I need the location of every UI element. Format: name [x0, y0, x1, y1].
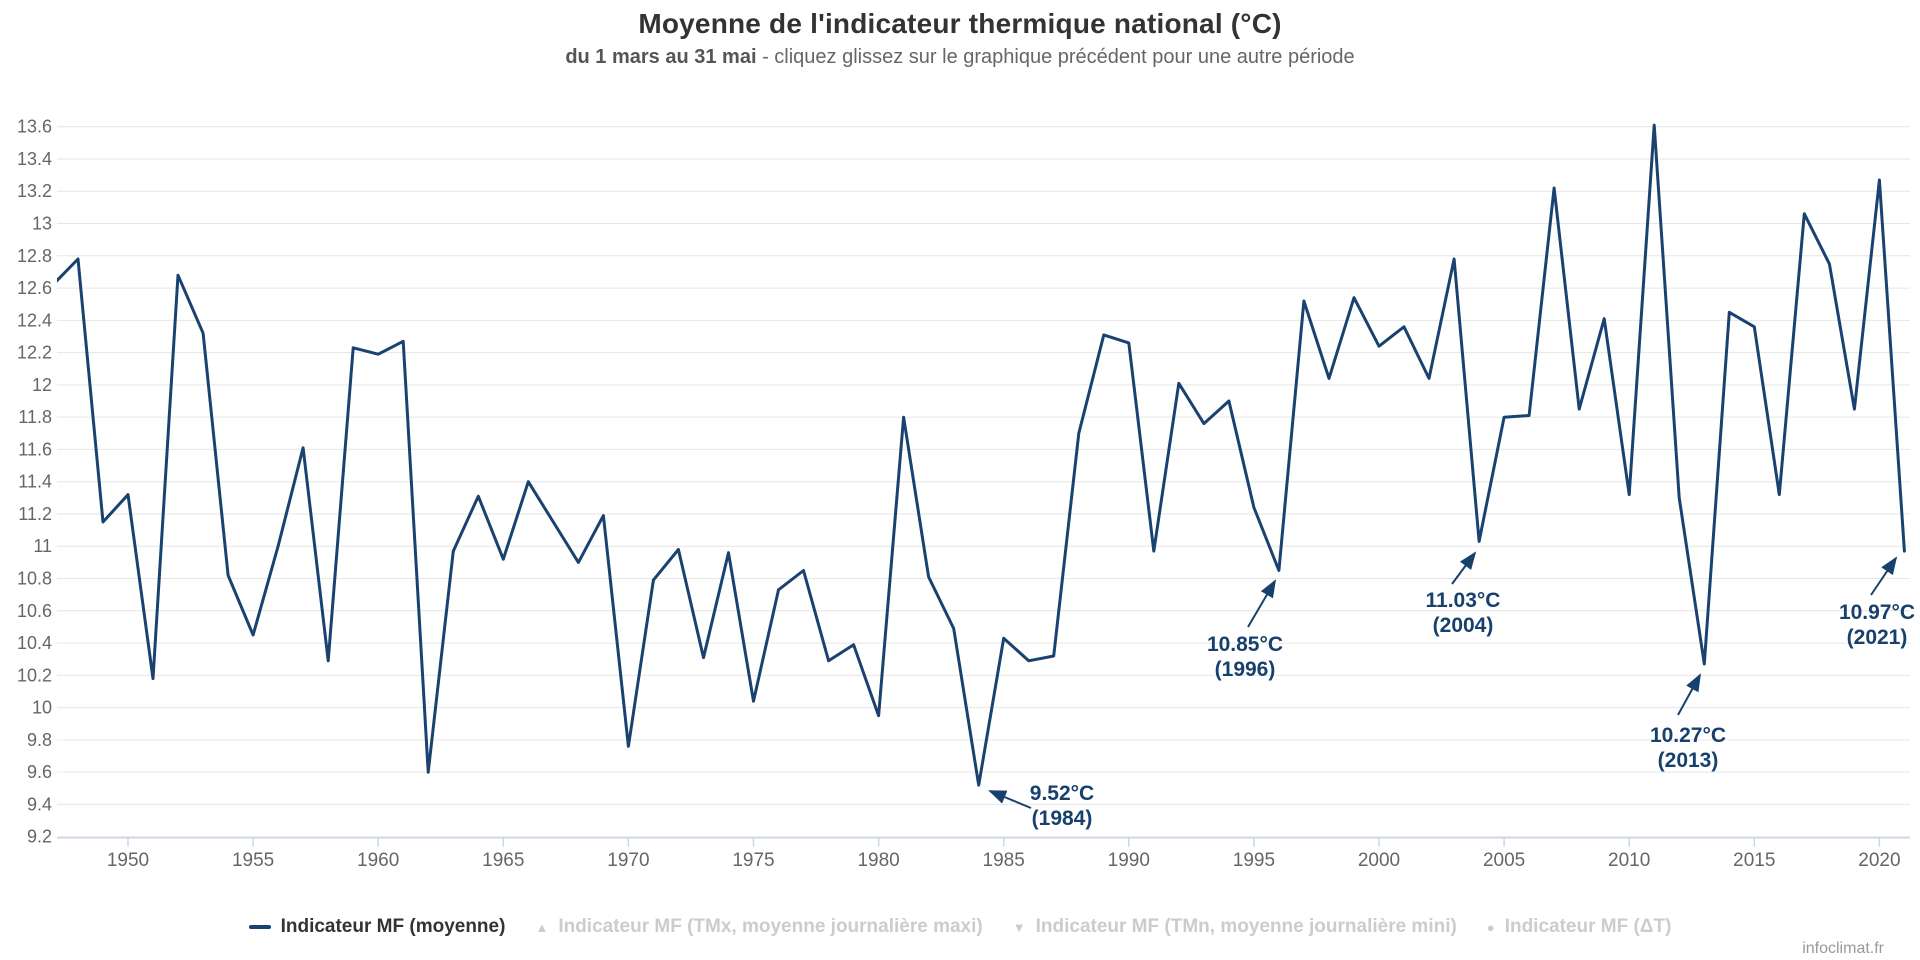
annotation-value-label: 10.27°C	[1650, 724, 1726, 747]
legend-label: Indicateur MF (ΔT)	[1504, 916, 1672, 937]
annotation-year-label: (2004)	[1433, 614, 1494, 637]
annotation-value-label: 10.97°C	[1839, 601, 1915, 624]
y-axis-label: 9.4	[27, 794, 52, 814]
annotation-value-label: 9.52°C	[1030, 782, 1094, 805]
y-axis-label: 10.8	[17, 569, 52, 589]
y-axis-label: 12	[32, 375, 52, 395]
y-axis-label: 12.6	[17, 278, 52, 298]
legend-item-tmn[interactable]: ▼ Indicateur MF (TMn, moyenne journalièr…	[1013, 916, 1457, 938]
y-axis-label: 10	[32, 698, 52, 718]
y-axis-label: 13.6	[17, 117, 52, 137]
legend-label: Indicateur MF (TMx, moyenne journalière …	[558, 916, 983, 937]
chart-title: Moyenne de l'indicateur thermique nation…	[638, 8, 1282, 39]
y-axis-label: 11	[33, 536, 52, 556]
y-axis-label: 13	[32, 214, 52, 234]
y-axis-label: 12.2	[17, 343, 52, 363]
legend-item-tmx[interactable]: ▲ Indicateur MF (TMx, moyenne journalièr…	[535, 916, 982, 938]
series-line-indicateur-mf-moyenne[interactable]	[53, 123, 1906, 787]
circle-icon: ●	[1486, 919, 1495, 935]
x-axis-label: 1950	[107, 850, 149, 871]
x-axis-label: 2000	[1358, 850, 1400, 871]
legend-item-deltat[interactable]: ● Indicateur MF (ΔT)	[1487, 916, 1672, 938]
y-axis-label: 12.4	[17, 310, 52, 330]
annotation-year-label: (2013)	[1658, 749, 1719, 772]
y-axis-label: 13.2	[17, 181, 52, 201]
y-axis-label: 11.6	[18, 439, 52, 459]
x-axis-label: 1970	[607, 850, 649, 871]
annotation-value-label: 10.85°C	[1207, 633, 1283, 656]
annotation-year-label: (2021)	[1847, 626, 1908, 649]
x-axis-label: 2005	[1483, 850, 1525, 871]
x-axis-label: 1980	[857, 850, 899, 871]
watermark: infoclimat.fr	[1802, 940, 1884, 957]
y-axis-label: 13.4	[17, 149, 52, 169]
y-axis-label: 11.4	[18, 472, 52, 492]
y-axis-label: 10.4	[17, 633, 52, 653]
subtitle-hint: - cliquez glissez sur le graphique précé…	[756, 46, 1355, 68]
chart-subtitle: du 1 mars au 31 mai - cliquez glissez su…	[0, 46, 1920, 69]
subtitle-period: du 1 mars au 31 mai	[565, 46, 757, 68]
chart-legend: Indicateur MF (moyenne) ▲ Indicateur MF …	[0, 916, 1920, 938]
x-axis-label: 1995	[1233, 850, 1275, 871]
legend-label: Indicateur MF (moyenne)	[280, 916, 506, 937]
annotation-arrow	[988, 790, 1032, 809]
y-axis-label: 9.8	[27, 730, 52, 750]
annotation-value-label: 11.03°C	[1426, 589, 1501, 612]
annotation-arrow	[1247, 579, 1277, 628]
x-axis-label: 1990	[1108, 850, 1150, 871]
x-axis-label: 1960	[357, 850, 399, 871]
x-axis-label: 2015	[1733, 850, 1775, 871]
legend-label: Indicateur MF (TMn, moyenne journalière …	[1035, 916, 1457, 937]
x-axis-label: 1965	[482, 850, 524, 871]
annotation-arrow	[1870, 556, 1898, 596]
y-axis-label: 10.2	[17, 665, 52, 685]
annotation-arrow	[1677, 673, 1701, 716]
x-axis-label: 2020	[1858, 850, 1900, 871]
y-axis-label: 9.6	[27, 762, 52, 782]
legend-item-moyenne[interactable]: Indicateur MF (moyenne)	[248, 916, 506, 938]
y-axis-label: 9.2	[27, 827, 52, 847]
x-axis-label: 2010	[1608, 850, 1650, 871]
x-axis-label: 1975	[732, 850, 774, 871]
y-axis-label: 10.6	[17, 601, 52, 621]
x-axis-label: 1985	[983, 850, 1025, 871]
y-axis-label: 12.8	[17, 246, 52, 266]
x-axis-label: 1955	[232, 850, 274, 871]
annotation-year-label: (1984)	[1032, 807, 1093, 830]
triangle-up-icon: ▲	[535, 919, 549, 935]
line-swatch-icon	[248, 925, 271, 929]
triangle-down-icon: ▼	[1012, 919, 1026, 935]
y-axis-label: 11.2	[18, 504, 52, 524]
y-axis-label: 11.8	[18, 407, 52, 427]
annotation-arrow	[1451, 551, 1477, 585]
annotation-year-label: (1996)	[1215, 658, 1276, 681]
